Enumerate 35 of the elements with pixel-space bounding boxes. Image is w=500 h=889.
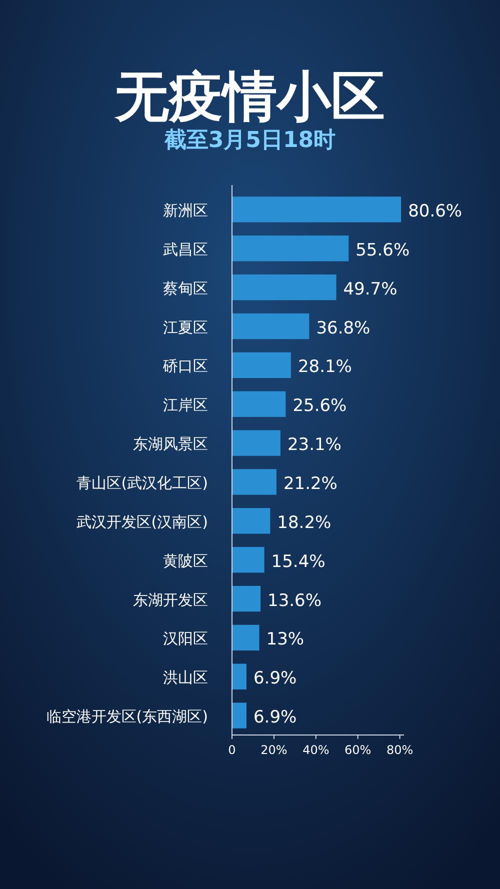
category: 武汉开发区(汉南区) — [76, 512, 208, 531]
value-label: 23.1% — [287, 435, 342, 456]
value-label: 36.8% — [316, 318, 370, 338]
value-label: 18.2% — [277, 512, 332, 533]
tick: 40% — [302, 743, 330, 757]
value-label: 55.6% — [356, 240, 410, 260]
value-label: 28.1% — [298, 357, 352, 378]
category: 东湖开发区 — [133, 590, 208, 609]
category: 江岸区 — [163, 396, 208, 414]
tick: 0 — [228, 743, 236, 757]
category: 青山区(武汉化工区) — [76, 474, 208, 492]
value-label: 6.9% — [253, 708, 297, 728]
value-label: 21.2% — [283, 474, 338, 494]
category: 临空港开发区(东西湖区) — [46, 708, 208, 726]
category: 汉阳区 — [163, 630, 208, 648]
value-label: 80.6% — [408, 201, 462, 222]
value-label: 6.9% — [253, 668, 297, 689]
value-label: 49.7% — [343, 279, 398, 300]
value-label: 25.6% — [292, 396, 347, 416]
category: 新洲区 — [163, 201, 208, 220]
title: 无疫情小区 — [115, 65, 385, 128]
category: 黄陂区 — [163, 552, 208, 570]
value-label: 13.6% — [268, 590, 322, 611]
tick: 60% — [344, 743, 372, 757]
tick: 80% — [386, 743, 414, 757]
category: 硚口区 — [163, 357, 208, 376]
category: 东湖风景区 — [133, 435, 208, 454]
value-label: 15.4% — [271, 552, 326, 572]
category: 武昌区 — [163, 240, 208, 258]
value-label: 13% — [266, 630, 304, 650]
tick: 20% — [260, 743, 288, 757]
subtitle: 截至3月5日18时 — [164, 128, 336, 153]
category: 洪山区 — [163, 668, 208, 687]
category: 蔡甸区 — [163, 279, 208, 298]
category: 江夏区 — [163, 318, 208, 336]
